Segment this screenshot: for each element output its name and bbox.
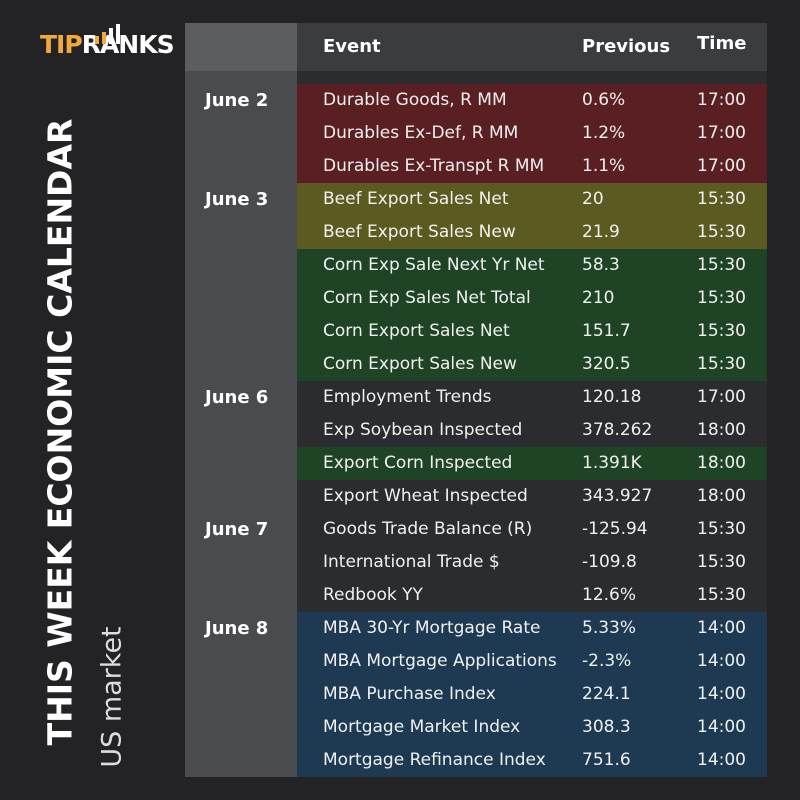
time-cell: 15:30 bbox=[697, 354, 746, 374]
previous-cell: 151.7 bbox=[582, 321, 631, 341]
time-cell: 15:30 bbox=[697, 255, 746, 275]
logo: TIPRANKS bbox=[40, 30, 175, 62]
row-highlight bbox=[297, 183, 767, 216]
event-cell: Durable Goods, R MM bbox=[323, 90, 507, 110]
column-header: Event bbox=[323, 36, 381, 57]
event-cell: Beef Export Sales New bbox=[323, 222, 516, 242]
header-row bbox=[297, 23, 767, 71]
event-cell: Mortgage Market Index bbox=[323, 717, 521, 737]
logo-part: TIP bbox=[40, 30, 83, 59]
time-cell: 15:30 bbox=[697, 321, 746, 341]
previous-cell: 751.6 bbox=[582, 750, 631, 770]
event-cell: Durables Ex-Transpt R MM bbox=[323, 156, 545, 176]
date-label: June 3 bbox=[205, 189, 269, 210]
row-highlight bbox=[297, 84, 767, 117]
time-cell: 15:30 bbox=[697, 288, 746, 308]
time-cell: 14:00 bbox=[697, 717, 746, 737]
event-cell: Corn Export Sales New bbox=[323, 354, 517, 374]
event-cell: MBA Mortgage Applications bbox=[323, 651, 557, 671]
row-highlight bbox=[297, 282, 767, 315]
header-corner bbox=[185, 23, 297, 71]
date-label: June 6 bbox=[205, 387, 269, 408]
column-header: Previous bbox=[582, 36, 671, 57]
previous-cell: 5.33% bbox=[582, 618, 637, 638]
previous-cell: 224.1 bbox=[582, 684, 631, 704]
date-column bbox=[185, 23, 297, 777]
row-highlight bbox=[297, 447, 767, 480]
date-label: June 7 bbox=[205, 519, 269, 540]
previous-cell: 20 bbox=[582, 189, 604, 209]
time-cell: 17:00 bbox=[697, 90, 746, 110]
row-highlight bbox=[297, 249, 767, 282]
previous-cell: 1.391K bbox=[582, 453, 642, 473]
logo-bars bbox=[95, 24, 120, 44]
event-cell: International Trade $ bbox=[323, 552, 500, 572]
previous-cell: 21.9 bbox=[582, 222, 620, 242]
event-cell: Corn Exp Sale Next Yr Net bbox=[323, 255, 545, 275]
date-label: June 2 bbox=[205, 90, 269, 111]
previous-cell: 0.6% bbox=[582, 90, 626, 110]
event-cell: Export Corn Inspected bbox=[323, 453, 513, 473]
event-cell: Exp Soybean Inspected bbox=[323, 420, 523, 440]
row-highlight bbox=[297, 348, 767, 381]
previous-cell: 343.927 bbox=[582, 486, 653, 506]
time-cell: 15:30 bbox=[697, 222, 746, 242]
row-highlight bbox=[297, 645, 767, 678]
time-cell: 14:00 bbox=[697, 684, 746, 704]
event-cell: Employment Trends bbox=[323, 387, 492, 407]
time-cell: 17:00 bbox=[697, 156, 746, 176]
time-cell: 17:00 bbox=[697, 387, 746, 407]
row-highlight bbox=[297, 117, 767, 150]
time-cell: 15:30 bbox=[697, 519, 746, 539]
previous-cell: 12.6% bbox=[582, 585, 637, 605]
time-cell: 15:30 bbox=[697, 189, 746, 209]
row-highlight bbox=[297, 744, 767, 777]
previous-cell: 58.3 bbox=[582, 255, 620, 275]
previous-cell: 1.2% bbox=[582, 123, 626, 143]
time-cell: 18:00 bbox=[697, 486, 746, 506]
time-cell: 14:00 bbox=[697, 651, 746, 671]
row-highlight bbox=[297, 678, 767, 711]
row-highlight bbox=[297, 711, 767, 744]
time-cell: 14:00 bbox=[697, 750, 746, 770]
subtitle: US market bbox=[96, 626, 128, 768]
time-cell: 17:00 bbox=[697, 123, 746, 143]
event-cell: Goods Trade Balance (R) bbox=[323, 519, 533, 539]
column-header: Time bbox=[697, 33, 747, 54]
previous-cell: 1.1% bbox=[582, 156, 626, 176]
event-cell: Redbook YY bbox=[323, 585, 423, 605]
previous-cell: -109.8 bbox=[582, 552, 637, 572]
event-cell: Durables Ex-Def, R MM bbox=[323, 123, 519, 143]
event-cell: MBA Purchase Index bbox=[323, 684, 496, 704]
previous-cell: -125.94 bbox=[582, 519, 648, 539]
title: THIS WEEK ECONOMIC CALENDAR bbox=[40, 118, 80, 746]
row-highlight bbox=[297, 315, 767, 348]
event-cell: Beef Export Sales Net bbox=[323, 189, 509, 209]
event-cell: Corn Export Sales Net bbox=[323, 321, 510, 341]
time-cell: 18:00 bbox=[697, 420, 746, 440]
time-cell: 15:30 bbox=[697, 585, 746, 605]
date-label: June 8 bbox=[205, 618, 269, 639]
event-cell: MBA 30-Yr Mortgage Rate bbox=[323, 618, 541, 638]
logo-part: RANKS bbox=[81, 30, 175, 59]
previous-cell: 320.5 bbox=[582, 354, 631, 374]
previous-cell: 120.18 bbox=[582, 387, 642, 407]
time-cell: 18:00 bbox=[697, 453, 746, 473]
time-cell: 14:00 bbox=[697, 618, 746, 638]
previous-cell: 308.3 bbox=[582, 717, 631, 737]
previous-cell: 210 bbox=[582, 288, 615, 308]
time-cell: 15:30 bbox=[697, 552, 746, 572]
event-cell: Export Wheat Inspected bbox=[323, 486, 528, 506]
row-highlight bbox=[297, 612, 767, 645]
row-highlight bbox=[297, 216, 767, 249]
previous-cell: -2.3% bbox=[582, 651, 632, 671]
row-highlight bbox=[297, 150, 767, 183]
event-cell: Mortgage Refinance Index bbox=[323, 750, 546, 770]
event-cell: Corn Exp Sales Net Total bbox=[323, 288, 531, 308]
previous-cell: 378.262 bbox=[582, 420, 653, 440]
